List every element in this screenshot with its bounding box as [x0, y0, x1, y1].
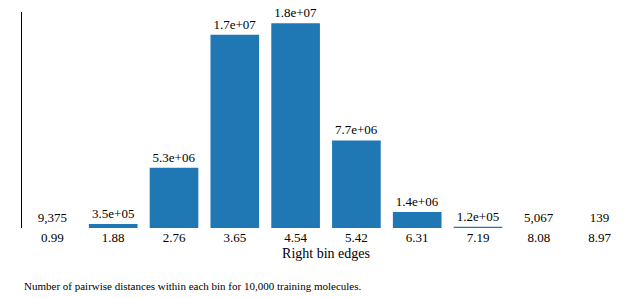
svg-text:0.99: 0.99 — [41, 230, 64, 245]
svg-text:4.54: 4.54 — [284, 230, 307, 245]
svg-text:139: 139 — [590, 210, 610, 225]
svg-text:1.4e+06: 1.4e+06 — [396, 194, 439, 209]
svg-text:1.8e+07: 1.8e+07 — [274, 5, 317, 20]
svg-text:7.7e+06: 7.7e+06 — [335, 122, 378, 137]
svg-text:2.76: 2.76 — [163, 230, 186, 245]
svg-text:3.65: 3.65 — [223, 230, 246, 245]
svg-text:5.42: 5.42 — [345, 230, 368, 245]
svg-text:8.97: 8.97 — [588, 230, 611, 245]
svg-text:5.3e+06: 5.3e+06 — [153, 150, 196, 165]
svg-text:Number of pairwise distances w: Number of pairwise distances within each… — [24, 280, 361, 292]
svg-text:6.31: 6.31 — [406, 230, 429, 245]
svg-text:9,375: 9,375 — [38, 210, 67, 225]
svg-text:8.08: 8.08 — [527, 230, 550, 245]
svg-text:1.88: 1.88 — [102, 230, 125, 245]
svg-text:3.5e+05: 3.5e+05 — [92, 206, 134, 221]
svg-text:7.19: 7.19 — [467, 230, 490, 245]
svg-text:1.7e+07: 1.7e+07 — [213, 17, 256, 32]
svg-text:1.2e+05: 1.2e+05 — [457, 209, 499, 224]
svg-text:5,067: 5,067 — [524, 210, 554, 225]
svg-text:Right bin edges: Right bin edges — [282, 246, 370, 261]
